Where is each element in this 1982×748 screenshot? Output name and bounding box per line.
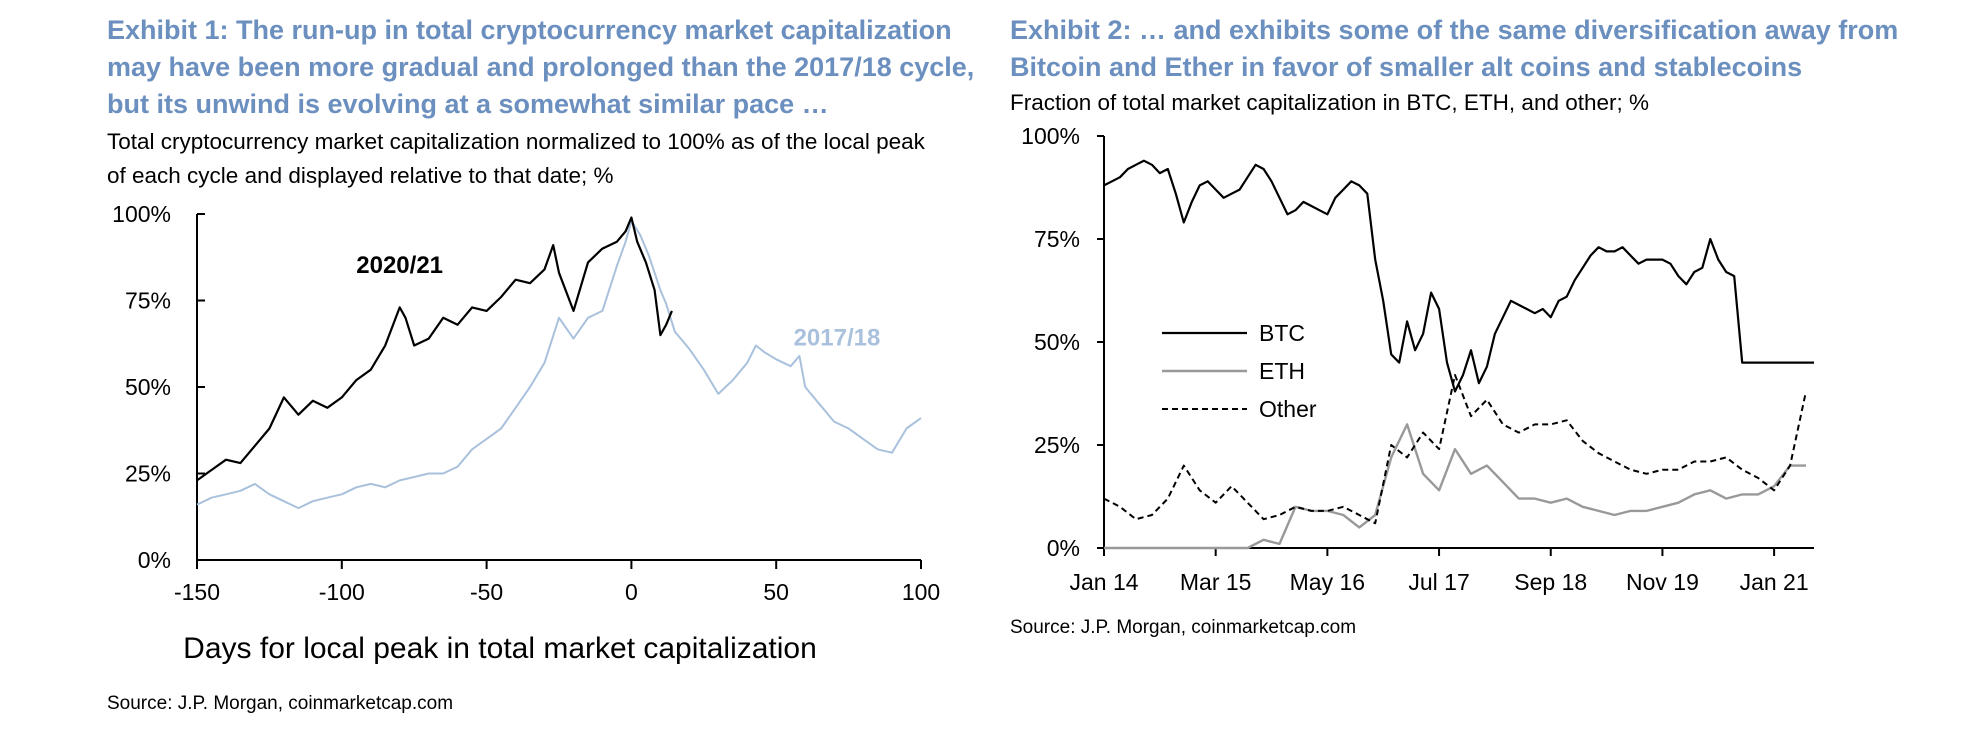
y-tick-label: 50%	[1034, 329, 1080, 355]
series-line-other	[1103, 374, 1807, 525]
x-tick-label: 0	[625, 579, 638, 605]
exhibit-1-title-line: Exhibit 1: The run-up in total cryptocur…	[107, 15, 952, 45]
y-tick-label: 0%	[1047, 535, 1080, 561]
x-tick-label: -50	[470, 579, 503, 605]
x-tick-label: Jan 14	[1069, 569, 1138, 595]
exhibit-2-title-line: Exhibit 2: … and exhibits some of the sa…	[1010, 15, 1899, 45]
y-tick-label: 25%	[1034, 432, 1080, 458]
series-label-2017-18: 2017/18	[794, 324, 881, 351]
exhibit-1-panel: Exhibit 1: The run-up in total cryptocur…	[0, 0, 990, 748]
exhibit-1-subtitle: Total cryptocurrency market capitalizati…	[107, 125, 925, 193]
exhibit-1-title-line: may have been more gradual and prolonged…	[107, 52, 975, 82]
series-line-2017-18	[196, 219, 922, 510]
exhibit-1-title: Exhibit 1: The run-up in total cryptocur…	[107, 12, 974, 123]
y-tick-label: 25%	[125, 461, 171, 487]
x-tick-label: 50	[763, 579, 789, 605]
exhibit-2-source: Source: J.P. Morgan, coinmarketcap.com	[1010, 617, 1357, 638]
series-label-2020-21: 2020/21	[356, 252, 443, 279]
y-tick-label: 75%	[125, 288, 171, 314]
legend-label-other: Other	[1259, 396, 1317, 422]
exhibit-1-subtitle-line: of each cycle and displayed relative to …	[107, 163, 614, 188]
exhibit-1-chart: 0% 25% 50% 75% 100% -150 -100 -50 0 50 100 2020/21 2…	[112, 201, 940, 605]
x-tick-label: May 16	[1290, 569, 1365, 595]
exhibit-2-subtitle-line: Fraction of total market capitalization …	[1010, 90, 1650, 115]
x-tick-label: 100	[902, 579, 940, 605]
y-tick-label: 100%	[1021, 123, 1080, 149]
x-tick-label: Jan 21	[1740, 569, 1809, 595]
x-tick-label: Nov 19	[1626, 569, 1699, 595]
y-tick-label: 75%	[1034, 226, 1080, 252]
series-line-eth	[1104, 423, 1806, 550]
y-tick-label: 50%	[125, 374, 171, 400]
legend-label-eth: ETH	[1259, 358, 1305, 384]
x-tick-label: Mar 15	[1180, 569, 1252, 595]
series-line-2020-21	[196, 216, 673, 482]
x-tick-label: Sep 18	[1514, 569, 1587, 595]
exhibit-2-panel: Exhibit 2: … and exhibits some of the sa…	[1000, 0, 1982, 748]
exhibit-2-subtitle: Fraction of total market capitalization …	[1010, 86, 1649, 120]
exhibit-1-title-line: but its unwind is evolving at a somewhat…	[107, 89, 829, 119]
legend-label-btc: BTC	[1259, 320, 1305, 346]
y-tick-label: 0%	[138, 547, 171, 573]
exhibit-1-x-axis-title: Days for local peak in total market capi…	[183, 632, 817, 665]
x-tick-label: -100	[319, 579, 365, 605]
exhibit-2-title: Exhibit 2: … and exhibits some of the sa…	[1010, 12, 1898, 86]
exhibit-1-source: Source: J.P. Morgan, coinmarketcap.com	[107, 693, 454, 714]
exhibit-2-chart: 0% 25% 50% 75% 100% Jan 14 Mar 15 May 16 Jul 17 S…	[1021, 123, 1814, 595]
exhibit-2-title-line: Bitcoin and Ether in favor of smaller al…	[1010, 52, 1803, 82]
y-tick-label: 100%	[112, 201, 171, 227]
exhibit-1-subtitle-line: Total cryptocurrency market capitalizati…	[107, 129, 925, 154]
x-tick-label: -150	[174, 579, 220, 605]
x-tick-label: Jul 17	[1408, 569, 1469, 595]
series-line-btc	[1103, 159, 1814, 393]
